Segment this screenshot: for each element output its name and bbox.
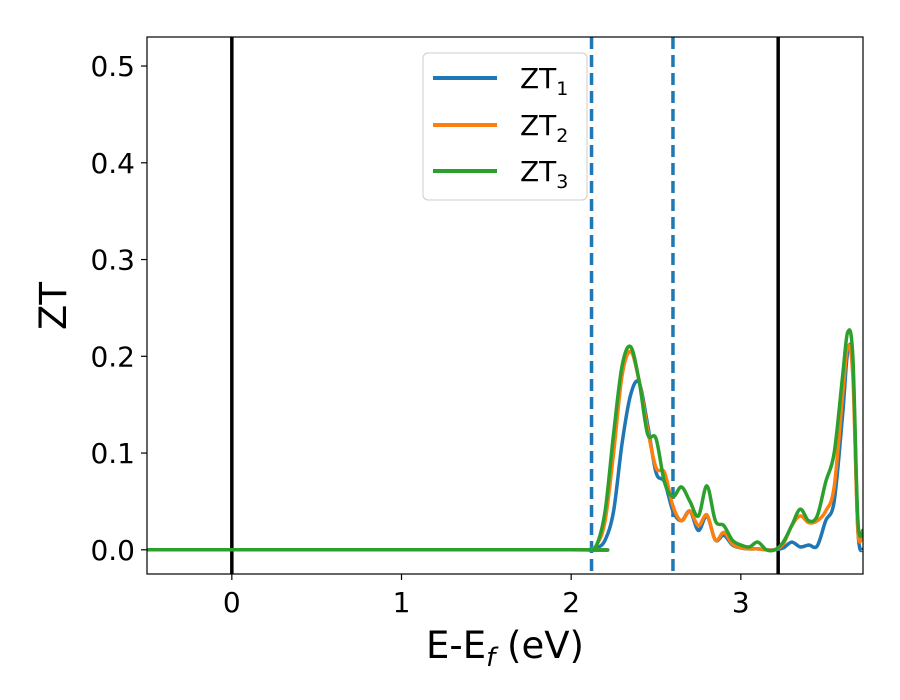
legend-box (422, 52, 588, 201)
legend-label-zt3: ZT3 (520, 155, 568, 193)
y-tick-label: 0.2 (90, 340, 135, 373)
legend: ZT1 ZT2 ZT3 (422, 52, 588, 201)
plot-frame (146, 36, 864, 575)
series-line-zt1 (147, 342, 863, 553)
y-tick-label: 0.5 (90, 50, 135, 83)
series-line-zt3 (147, 328, 863, 553)
series-line-zt2 (147, 343, 863, 553)
y-axis-label: ZT (32, 282, 75, 330)
x-axis-ticks: 0 1 2 3 (223, 574, 750, 619)
series-lines (147, 328, 863, 553)
reference-lines (230, 37, 780, 574)
y-tick-label: 0.1 (90, 437, 135, 470)
y-tick-label: 0.3 (90, 244, 135, 277)
x-tick-label: 2 (562, 586, 580, 619)
y-tick-label: 0.4 (90, 147, 135, 180)
x-tick-label: 3 (732, 586, 750, 619)
legend-label-zt2: ZT2 (520, 109, 568, 147)
x-tick-label: 1 (393, 586, 411, 619)
y-tick-label: 0.0 (90, 534, 135, 567)
legend-label-zt1: ZT1 (520, 62, 568, 100)
x-tick-label: 0 (223, 586, 241, 619)
x-axis-label: E-Ef (eV) (426, 624, 584, 673)
y-axis-ticks: 0.0 0.1 0.2 0.3 0.4 0.5 (90, 50, 147, 567)
